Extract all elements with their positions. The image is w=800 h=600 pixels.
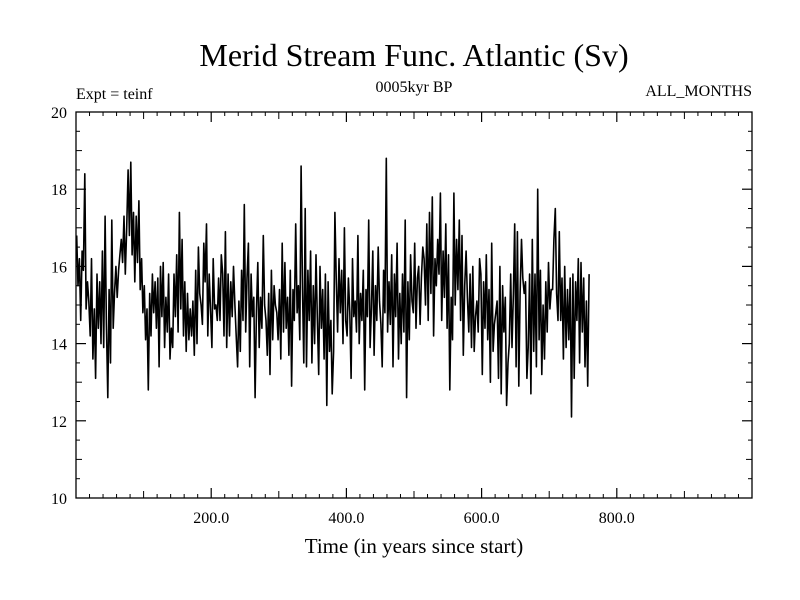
chart-title: Merid Stream Func. Atlantic (Sv) [199,37,628,73]
experiment-label: Expt = teinf [76,86,153,103]
y-tick-label: 14 [51,337,67,354]
period-label: 0005kyr BP [376,79,453,96]
y-tick-label: 10 [51,491,67,508]
plot-frame [75,111,753,499]
x-tick-label: 800.0 [599,510,635,527]
y-tick-label: 12 [51,414,67,431]
x-tick-label: 200.0 [193,510,229,527]
x-tick-label: 600.0 [464,510,500,527]
y-tick-label: 16 [51,259,67,276]
plot-area: 200.0 400.0 600.0 800.0 10 12 14 16 18 20 [51,105,753,527]
axis-tick-labels: 200.0 400.0 600.0 800.0 10 12 14 16 18 20 [51,105,635,527]
x-tick-label: 400.0 [328,510,364,527]
y-tick-label: 18 [51,182,67,199]
y-tick-label: 20 [51,105,67,122]
months-label: ALL_MONTHS [645,83,752,100]
series-line [75,157,590,418]
x-axis-label: Time (in years since start) [305,534,524,558]
